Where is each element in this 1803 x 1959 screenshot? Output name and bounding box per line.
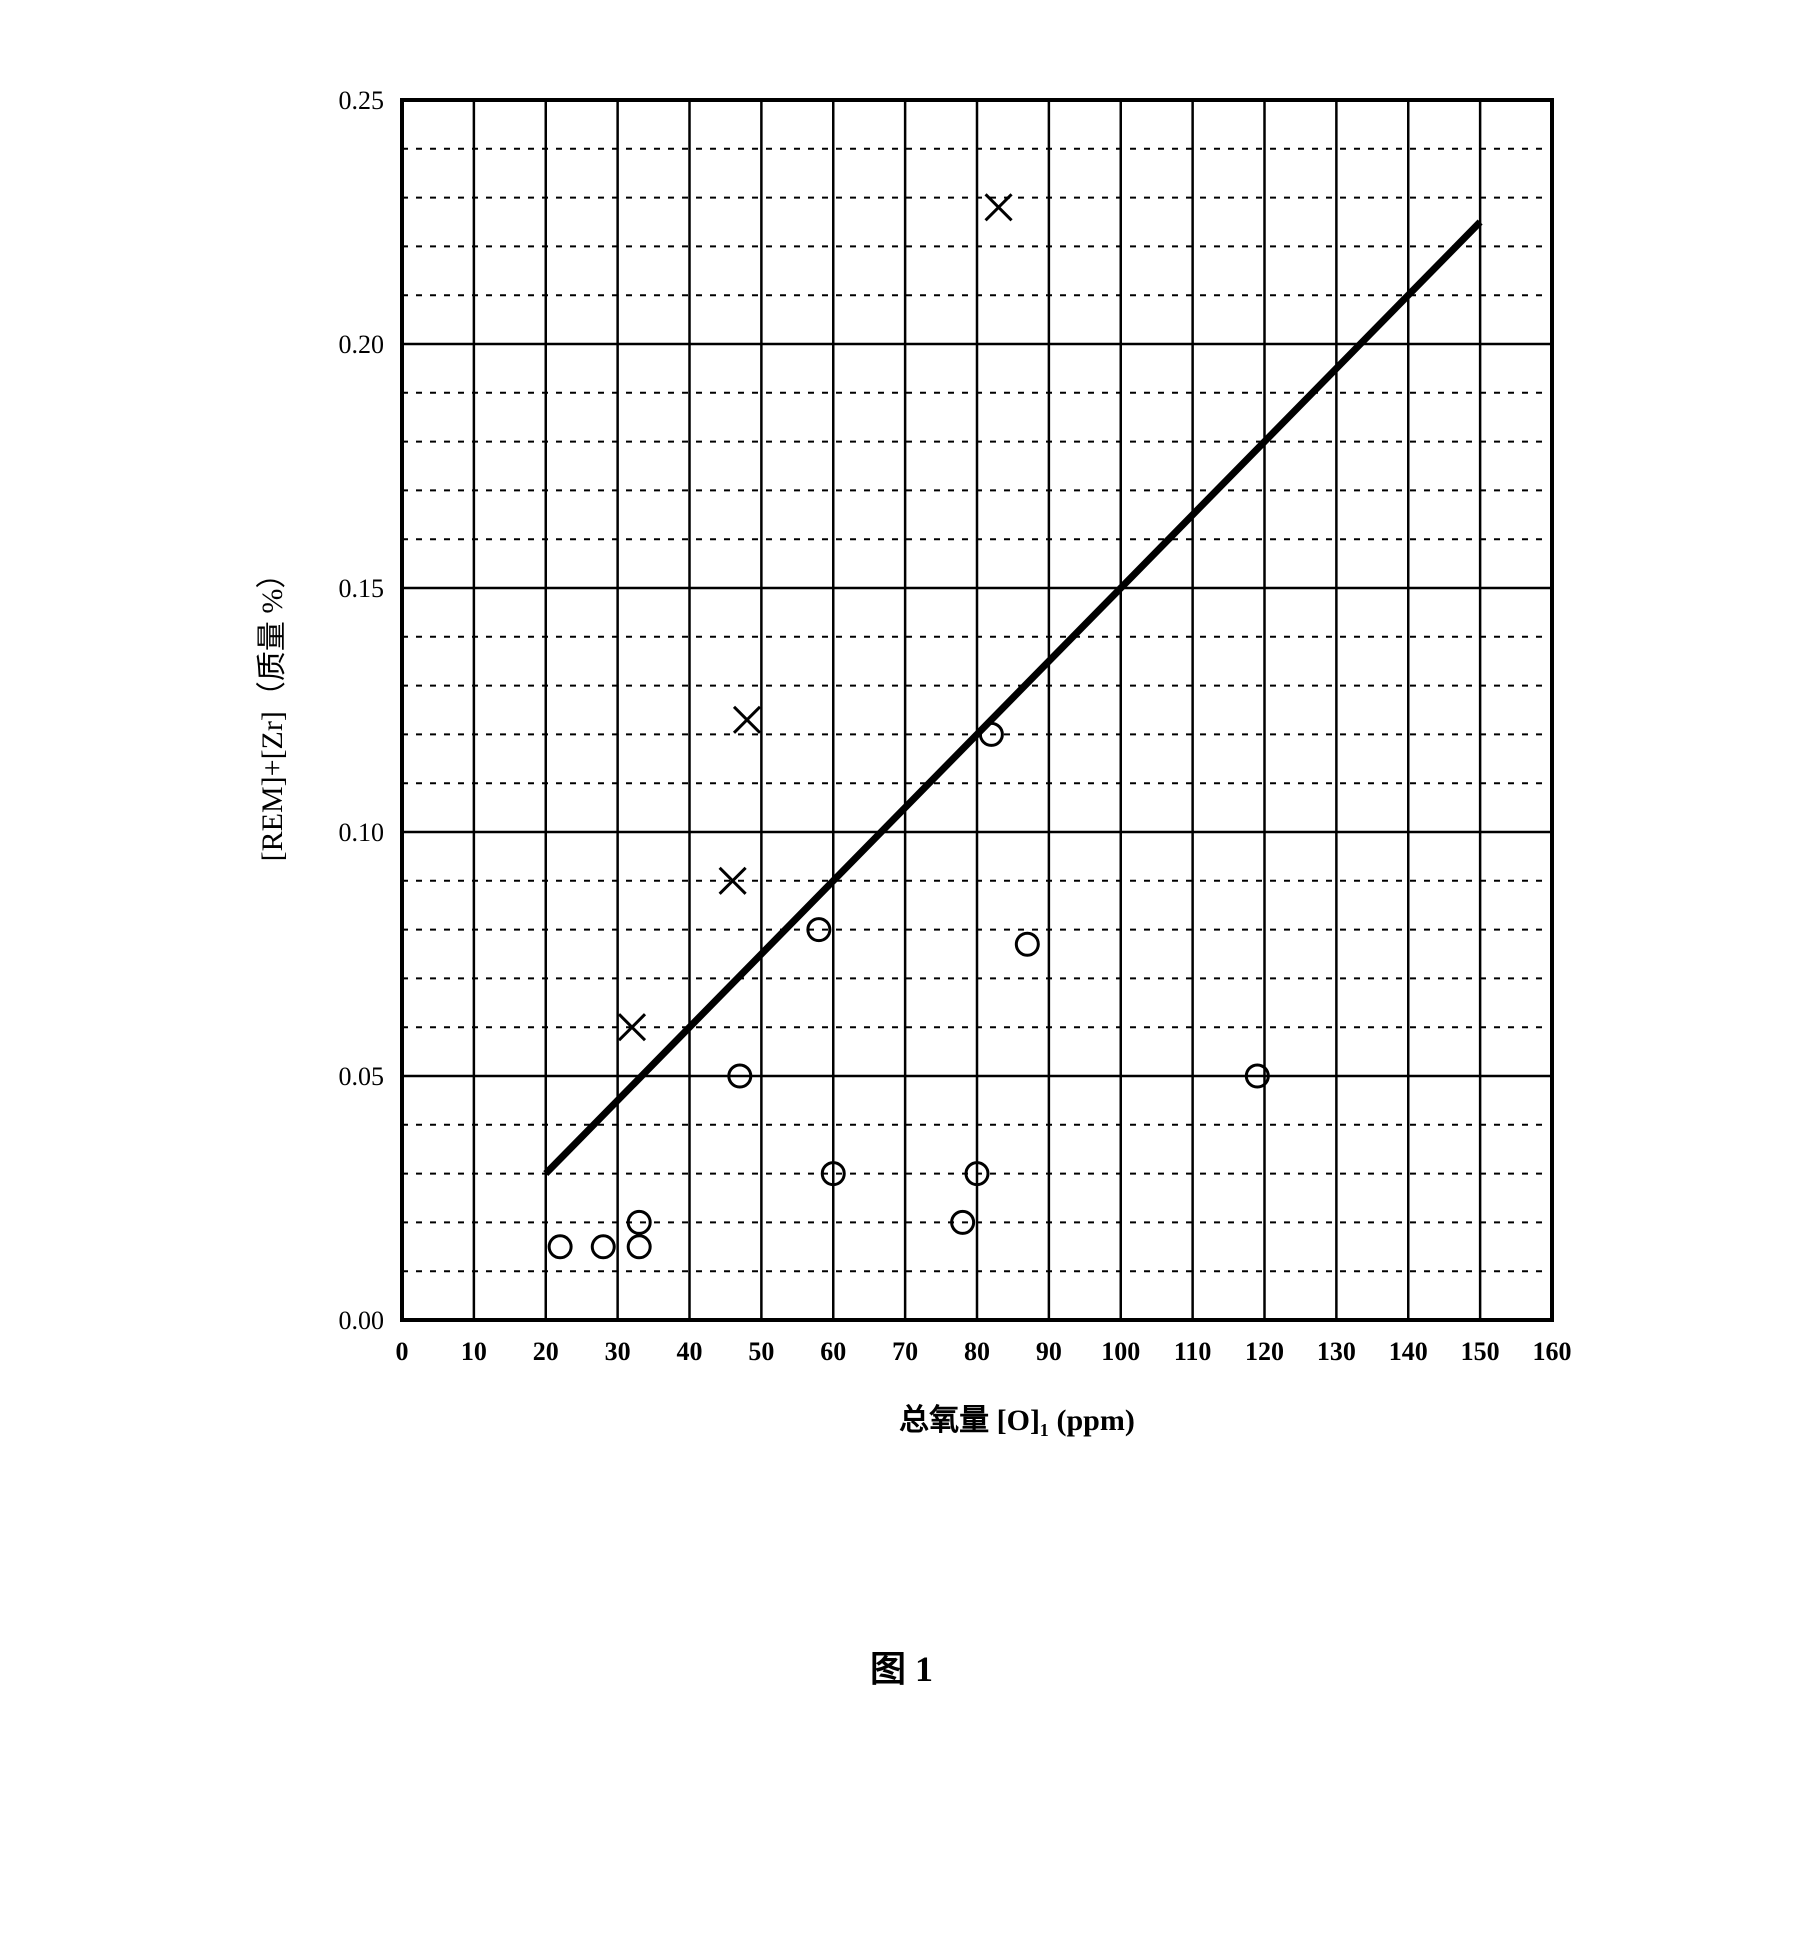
svg-text:0.00: 0.00 [338,1306,384,1335]
svg-text:60: 60 [820,1337,846,1366]
svg-text:90: 90 [1035,1337,1061,1366]
figure-caption: 图 1 [202,1640,1602,1692]
svg-text:[REM]+[Zr]（质量 %）: [REM]+[Zr]（质量 %） [256,559,289,862]
svg-text:20: 20 [532,1337,558,1366]
svg-text:140: 140 [1388,1337,1427,1366]
svg-text:110: 110 [1173,1337,1211,1366]
scatter-chart: 0 10 20 30 40 50 60 70 80 90 100 110 120 130 140 150 160… [202,40,1602,1540]
svg-text:100: 100 [1101,1337,1140,1366]
svg-text:150: 150 [1460,1337,1499,1366]
svg-text:40: 40 [676,1337,702,1366]
svg-text:50: 50 [748,1337,774,1366]
svg-text:10: 10 [460,1337,486,1366]
svg-text:120: 120 [1245,1337,1284,1366]
svg-text:80: 80 [964,1337,990,1366]
svg-text:总氧量 [O]₁ (ppm): 总氧量 [O]₁ (ppm) [899,1404,1135,1437]
svg-text:0.05: 0.05 [338,1062,384,1091]
svg-text:0.20: 0.20 [338,330,384,359]
chart-container: 0 10 20 30 40 50 60 70 80 90 100 110 120 130 140 150 160… [202,40,1602,1692]
svg-text:130: 130 [1316,1337,1355,1366]
svg-text:30: 30 [604,1337,630,1366]
svg-text:70: 70 [892,1337,918,1366]
svg-text:0: 0 [395,1337,408,1366]
svg-text:0.15: 0.15 [338,574,384,603]
svg-text:0.25: 0.25 [338,86,384,115]
svg-text:0.10: 0.10 [338,818,384,847]
svg-text:160: 160 [1532,1337,1571,1366]
